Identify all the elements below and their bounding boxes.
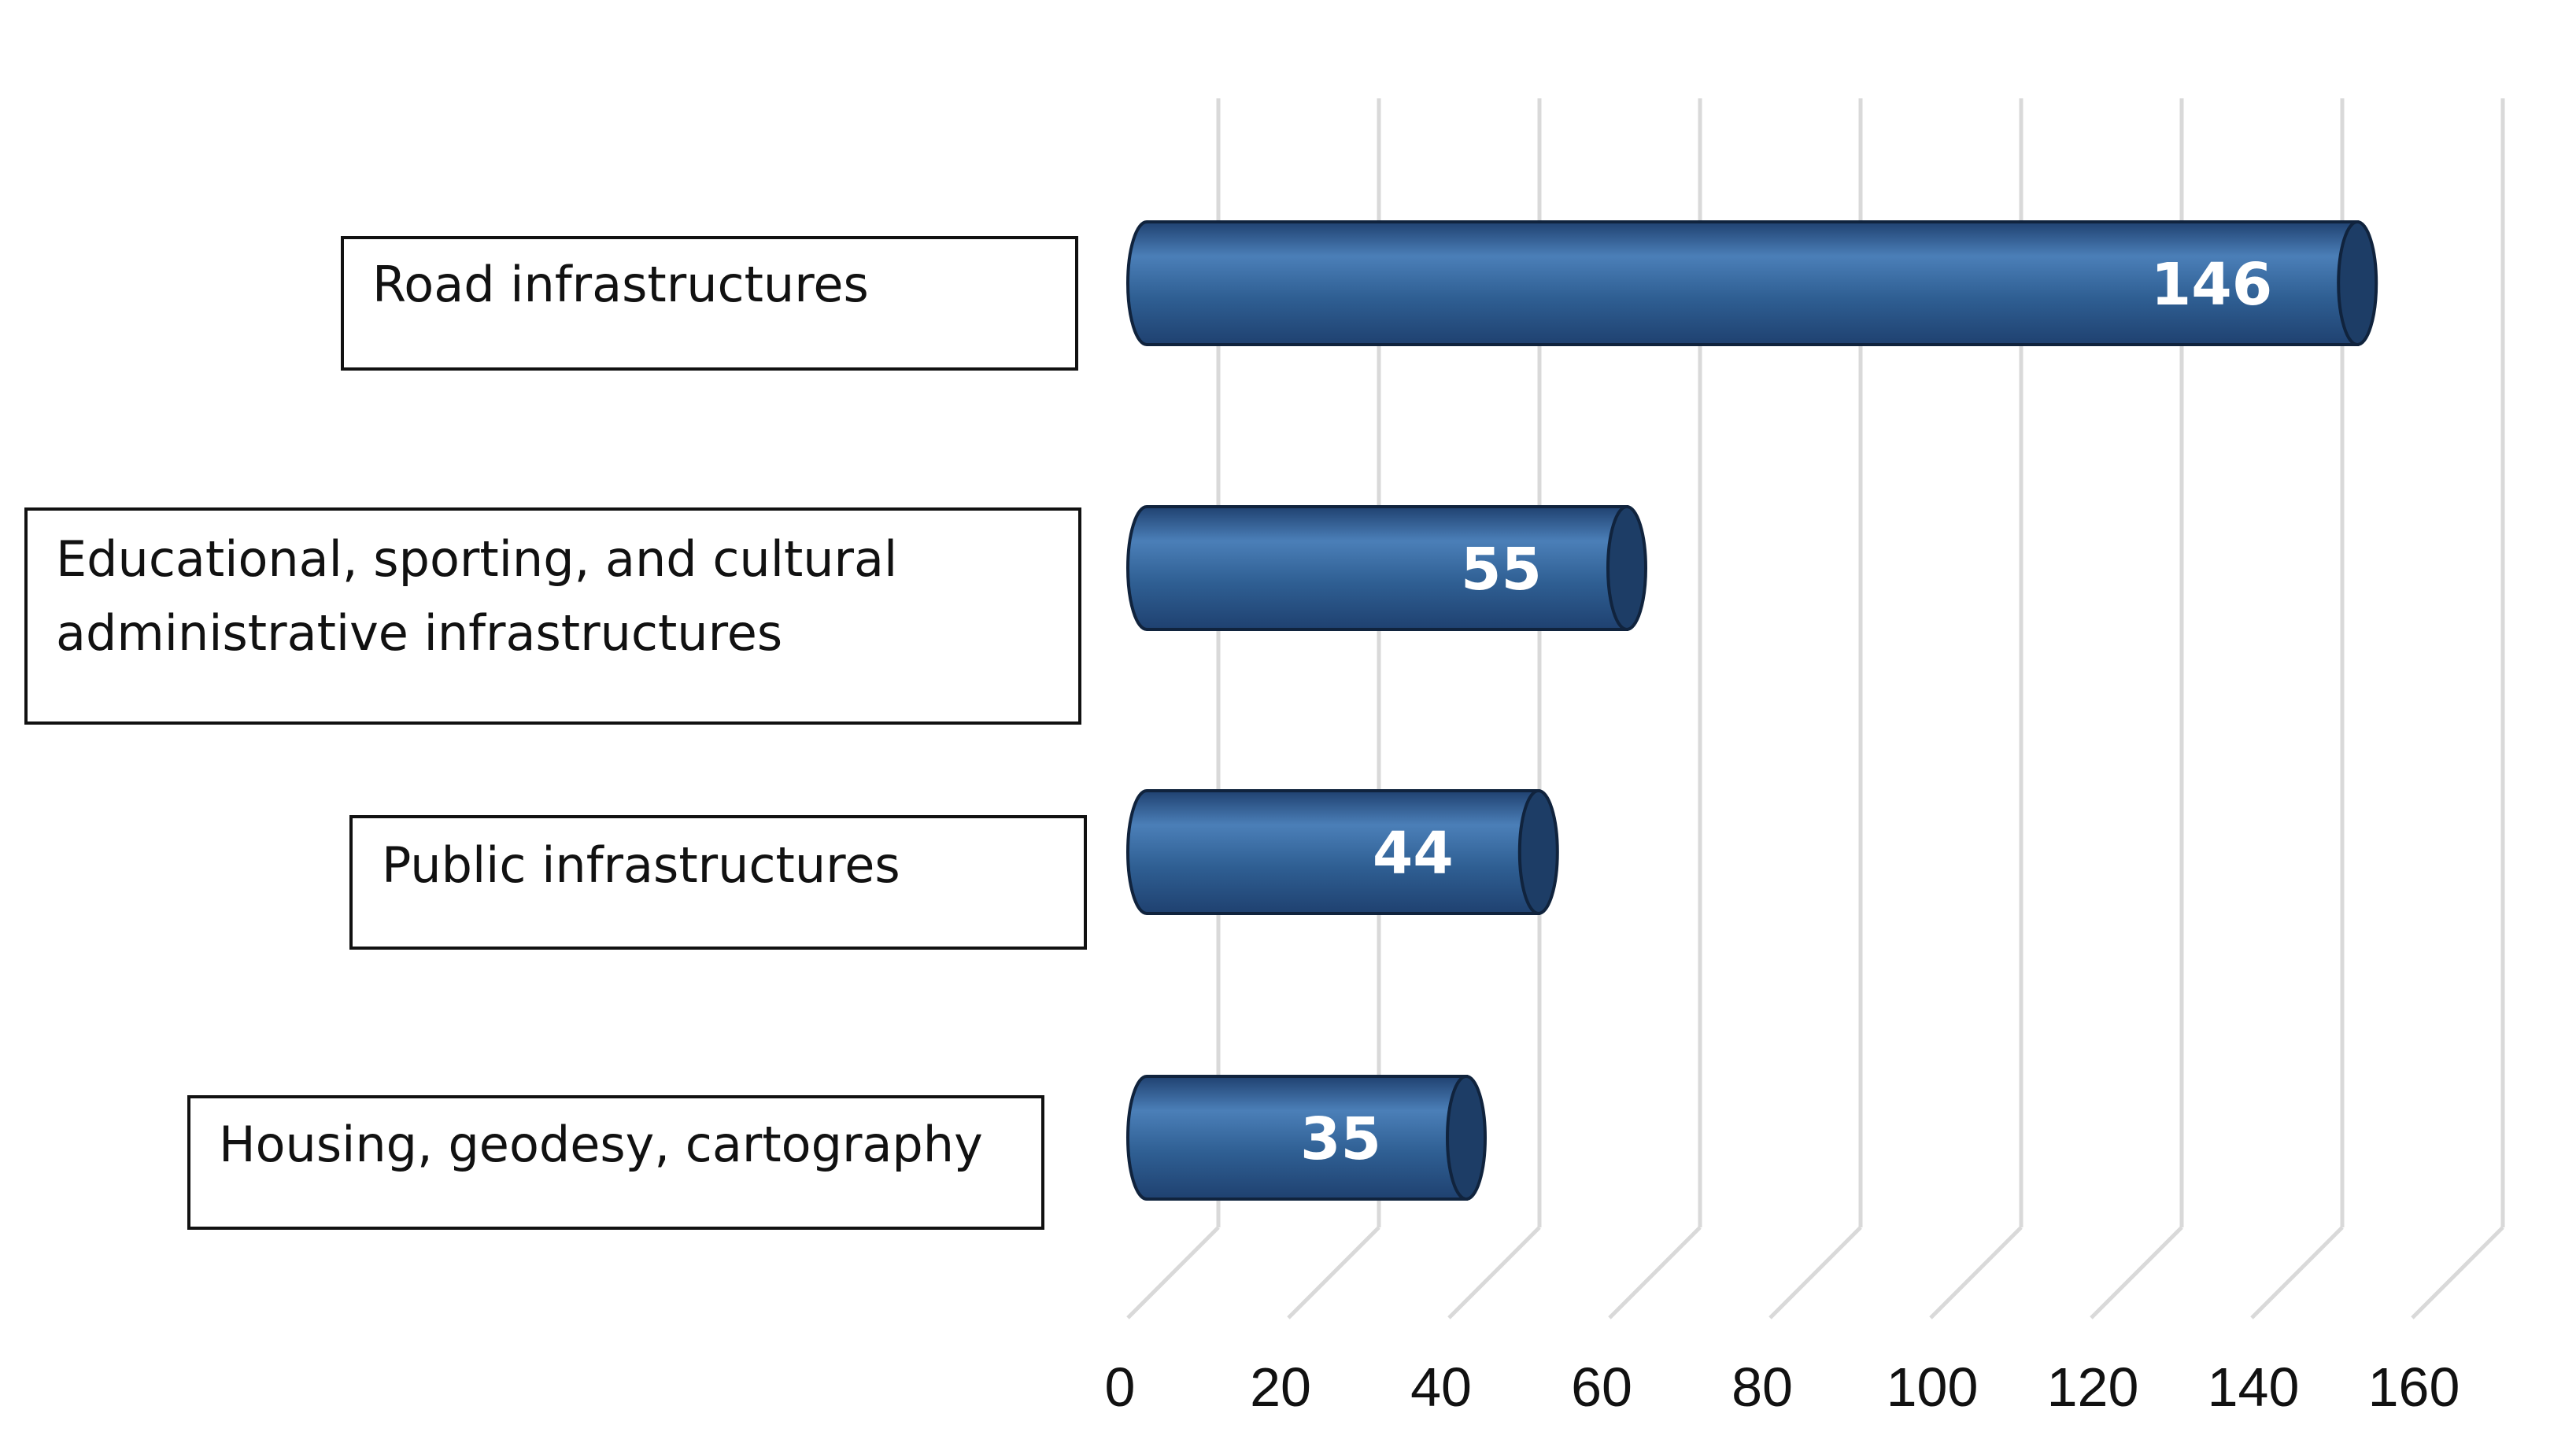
bar: 35 xyxy=(1126,1075,1487,1201)
data-label: 55 xyxy=(1461,536,1542,603)
x-tick-label: 160 xyxy=(2368,1356,2460,1418)
category-label-box: Road infrastructures xyxy=(341,236,1078,371)
gridline-floor xyxy=(1126,1226,1220,1319)
data-label: 35 xyxy=(1300,1105,1381,1173)
bar-end-cap xyxy=(1446,1075,1487,1201)
bar-end-cap xyxy=(1606,505,1647,631)
gridline-floor xyxy=(1929,1226,2023,1319)
gridline-floor xyxy=(2411,1226,2504,1319)
gridline-floor xyxy=(2250,1226,2344,1319)
gridline-floor xyxy=(2090,1226,2183,1319)
label-box-border xyxy=(187,1095,1044,1230)
bar-body xyxy=(1126,505,1628,631)
category-label: Public infrastructures xyxy=(382,836,900,894)
label-box-border xyxy=(24,507,1081,725)
data-label: 146 xyxy=(2151,251,2272,319)
label-box-border xyxy=(349,815,1087,950)
bars: 146 55 44 35 xyxy=(1126,220,2378,1201)
bar: 44 xyxy=(1126,789,1559,915)
x-tick-label: 20 xyxy=(1250,1356,1311,1418)
category-labels: Road infrastructures Educational, sportin… xyxy=(24,236,1087,1230)
category-label-box: Educational, sporting, and cultural admin… xyxy=(24,507,1081,725)
bar: 146 xyxy=(1126,220,2378,346)
gridline-floor xyxy=(1608,1226,1702,1319)
bar-body xyxy=(1126,789,1540,915)
category-label-box: Public infrastructures xyxy=(349,815,1087,950)
x-tick-label: 60 xyxy=(1571,1356,1632,1418)
x-tick-label: 100 xyxy=(1887,1356,1979,1418)
bar-body xyxy=(1126,220,2360,346)
x-tick-label: 40 xyxy=(1410,1356,1472,1418)
bar-body xyxy=(1126,1075,1468,1201)
x-tick-label: 140 xyxy=(2208,1356,2300,1418)
bar: 55 xyxy=(1126,505,1647,631)
label-box-border xyxy=(341,236,1078,371)
x-tick-label: 0 xyxy=(1105,1356,1136,1418)
bar-end-cap xyxy=(2337,220,2378,346)
gridline-floor xyxy=(1447,1226,1541,1319)
x-axis-tick-labels: 0 20 40 60 80 100 120 140 160 xyxy=(1105,1356,2460,1418)
category-label: Road infrastructures xyxy=(372,256,869,313)
gridline-floor xyxy=(1287,1226,1380,1319)
x-tick-label: 80 xyxy=(1732,1356,1793,1418)
category-label-box: Housing, geodesy, cartography xyxy=(187,1095,1044,1230)
category-label: Educational, sporting, and cultural xyxy=(56,530,897,588)
category-label: administrative infrastructures xyxy=(56,604,782,662)
category-label: Housing, geodesy, cartography xyxy=(219,1116,983,1173)
x-tick-label: 120 xyxy=(2047,1356,2139,1418)
gridline-floor xyxy=(1768,1226,1862,1319)
bar-end-cap xyxy=(1517,789,1559,915)
data-label: 44 xyxy=(1373,820,1454,888)
